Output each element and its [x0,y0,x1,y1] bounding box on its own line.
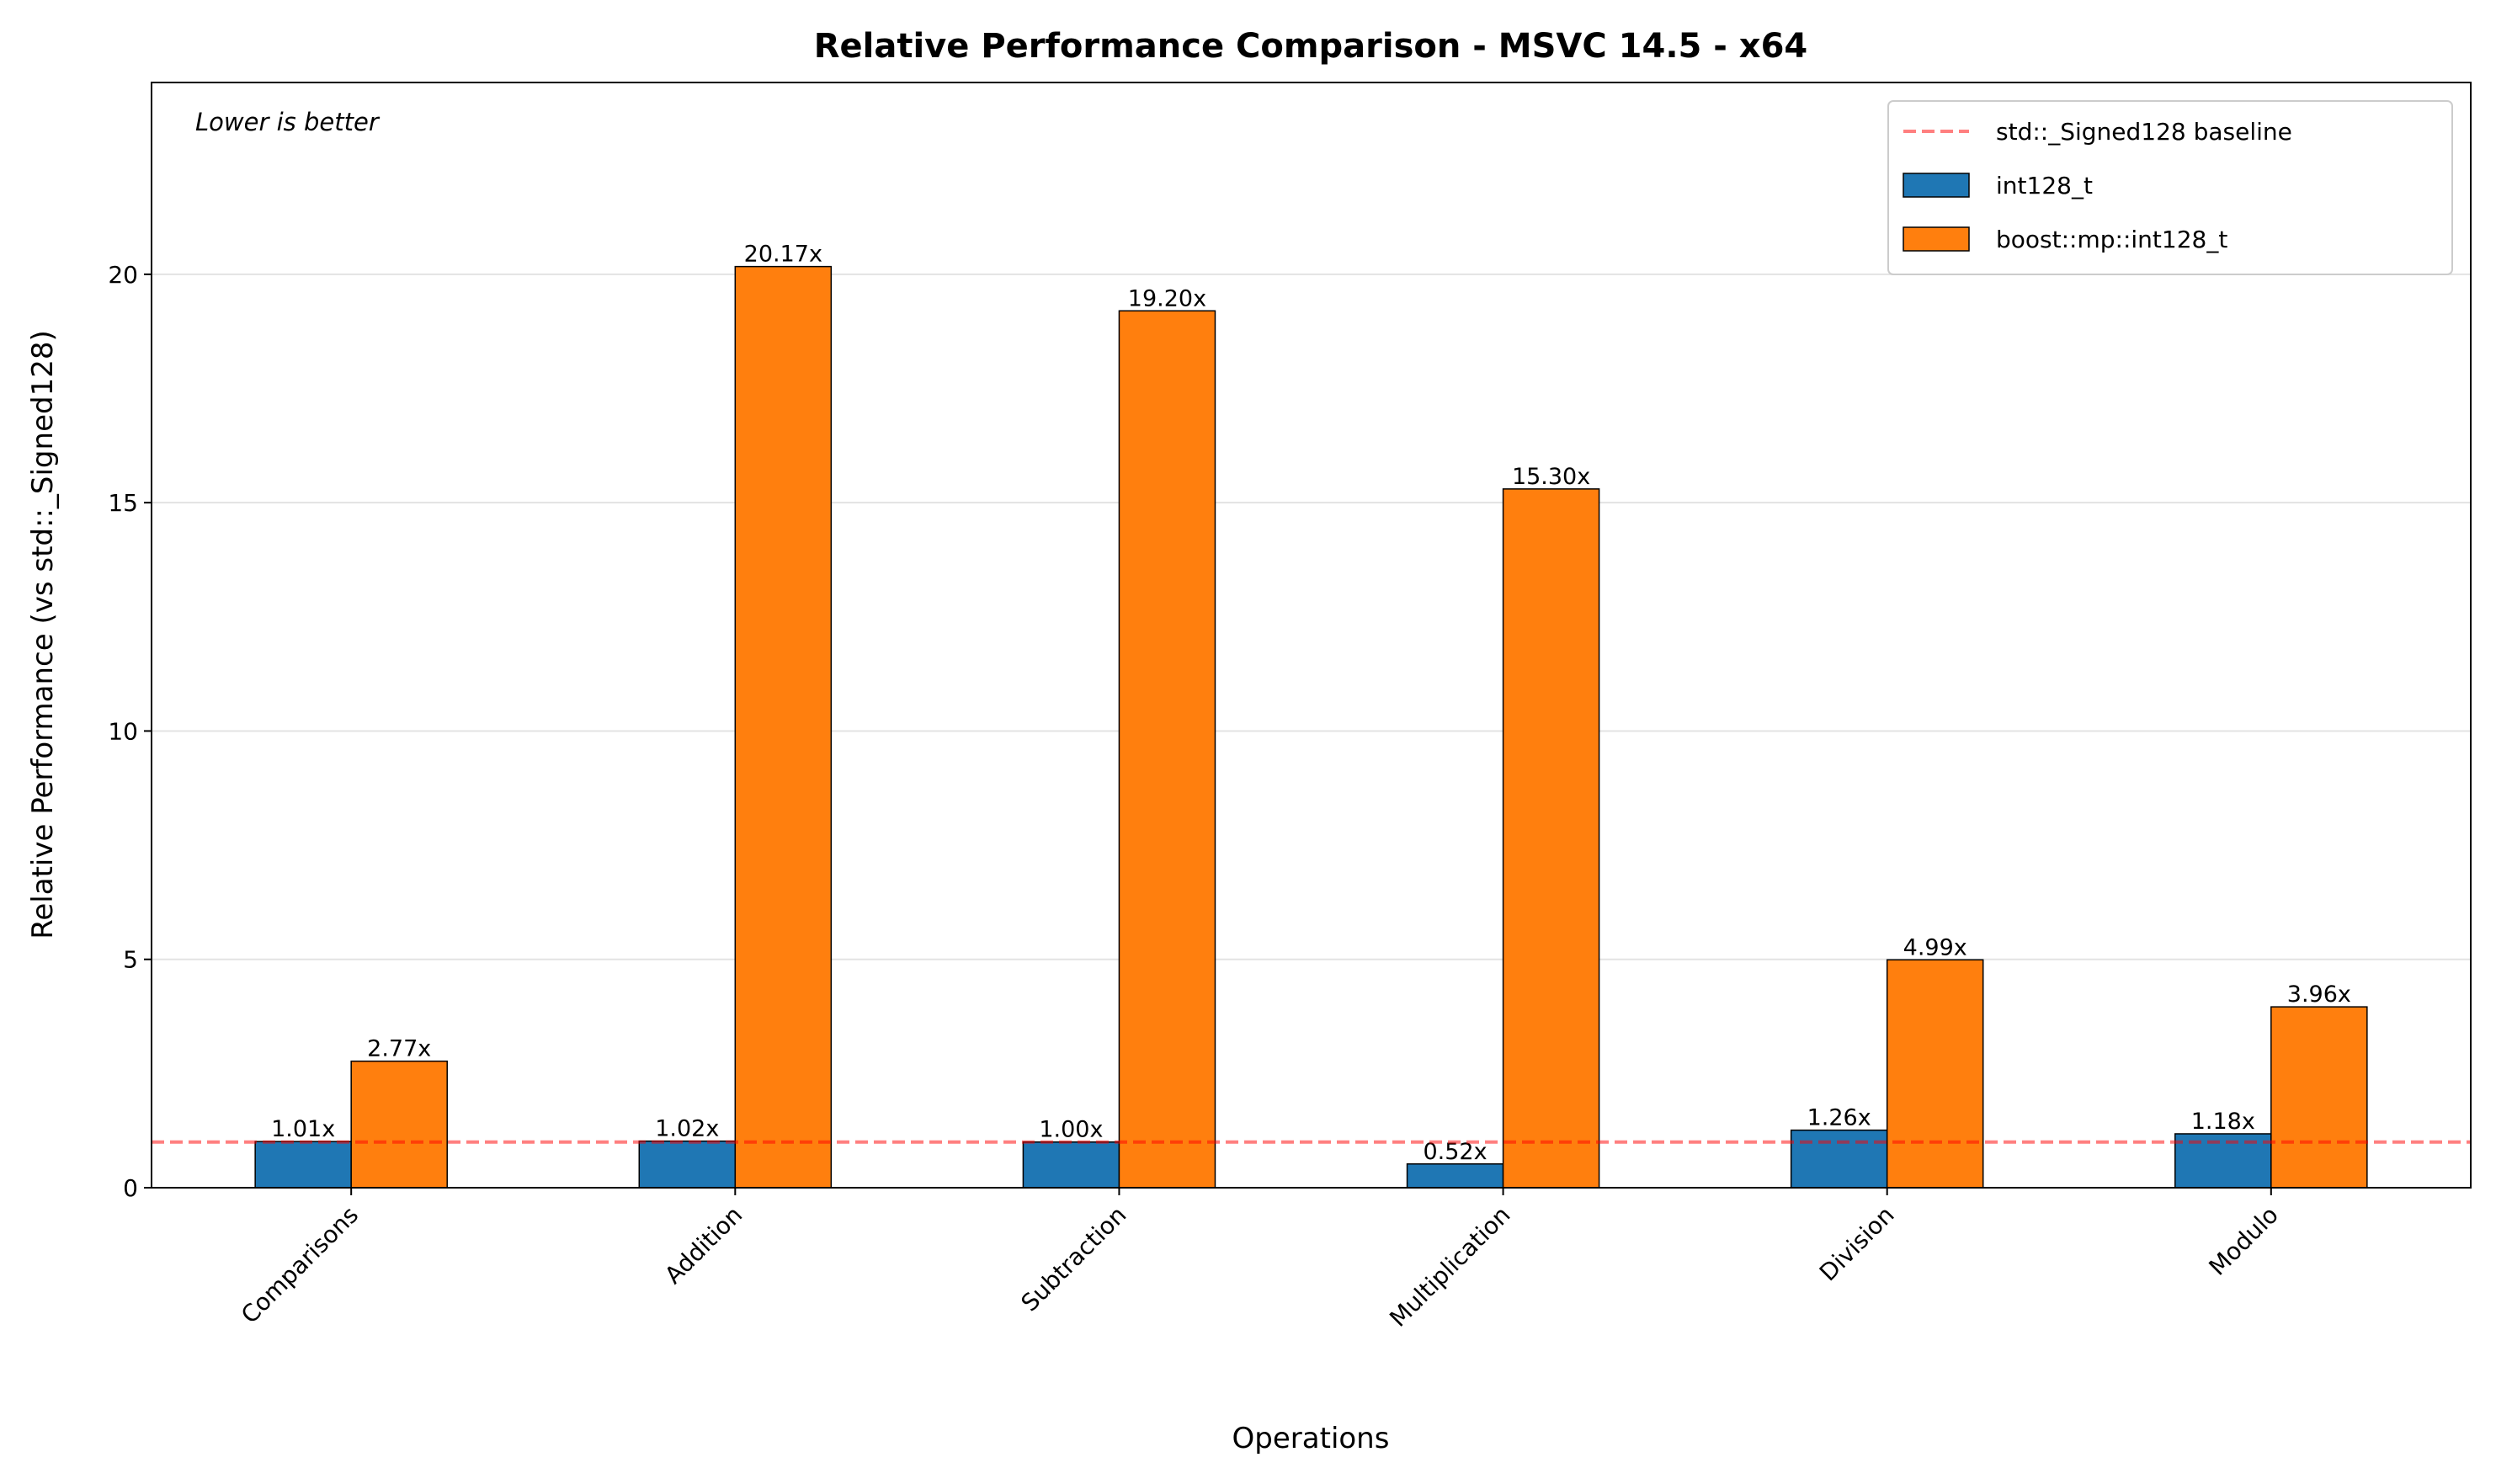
bar [254,1141,352,1189]
bar [1886,959,1984,1189]
plot-frame [151,82,2472,1189]
value-label: 2.77x [367,1036,431,1062]
bar [2270,1006,2368,1189]
y-tick-label: 15 [108,489,138,517]
bar [734,265,833,1189]
value-label: 1.02x [655,1116,719,1142]
bar [1790,1129,1888,1189]
x-axis-label: Operations [1232,1422,1390,1455]
value-label: 3.96x [2287,981,2351,1008]
legend-swatch [1903,173,1970,198]
value-label: 1.01x [271,1116,335,1142]
bar [1022,1141,1120,1189]
legend-box [1887,100,2453,275]
y-tick-label: 10 [108,717,138,745]
annotation: Lower is better [195,108,381,136]
bar [638,1140,737,1189]
y-tick-label: 20 [108,261,138,289]
value-label: 19.20x [1128,285,1206,311]
value-label: 1.00x [1039,1117,1103,1143]
legend-label: std::_Signed128 baseline [1996,118,2292,146]
y-tick-label: 0 [123,1174,138,1202]
value-label: 4.99x [1903,934,1967,960]
legend-swatch [1903,226,1970,252]
y-axis-label: Relative Performance (vs std::_Signed128… [26,330,60,939]
bar [1502,488,1600,1189]
value-label: 1.26x [1807,1105,1871,1131]
y-tick-label: 5 [123,946,138,974]
legend-label: boost::mp::int128_t [1996,226,2227,253]
bar [1406,1163,1504,1189]
value-label: 15.30x [1512,464,1590,490]
bar [350,1060,448,1189]
value-label: 20.17x [744,242,822,268]
value-label: 1.18x [2191,1109,2255,1135]
legend-label: int128_t [1996,172,2093,199]
chart-title: Relative Performance Comparison - MSVC 1… [814,27,1808,66]
bar [1118,310,1216,1189]
